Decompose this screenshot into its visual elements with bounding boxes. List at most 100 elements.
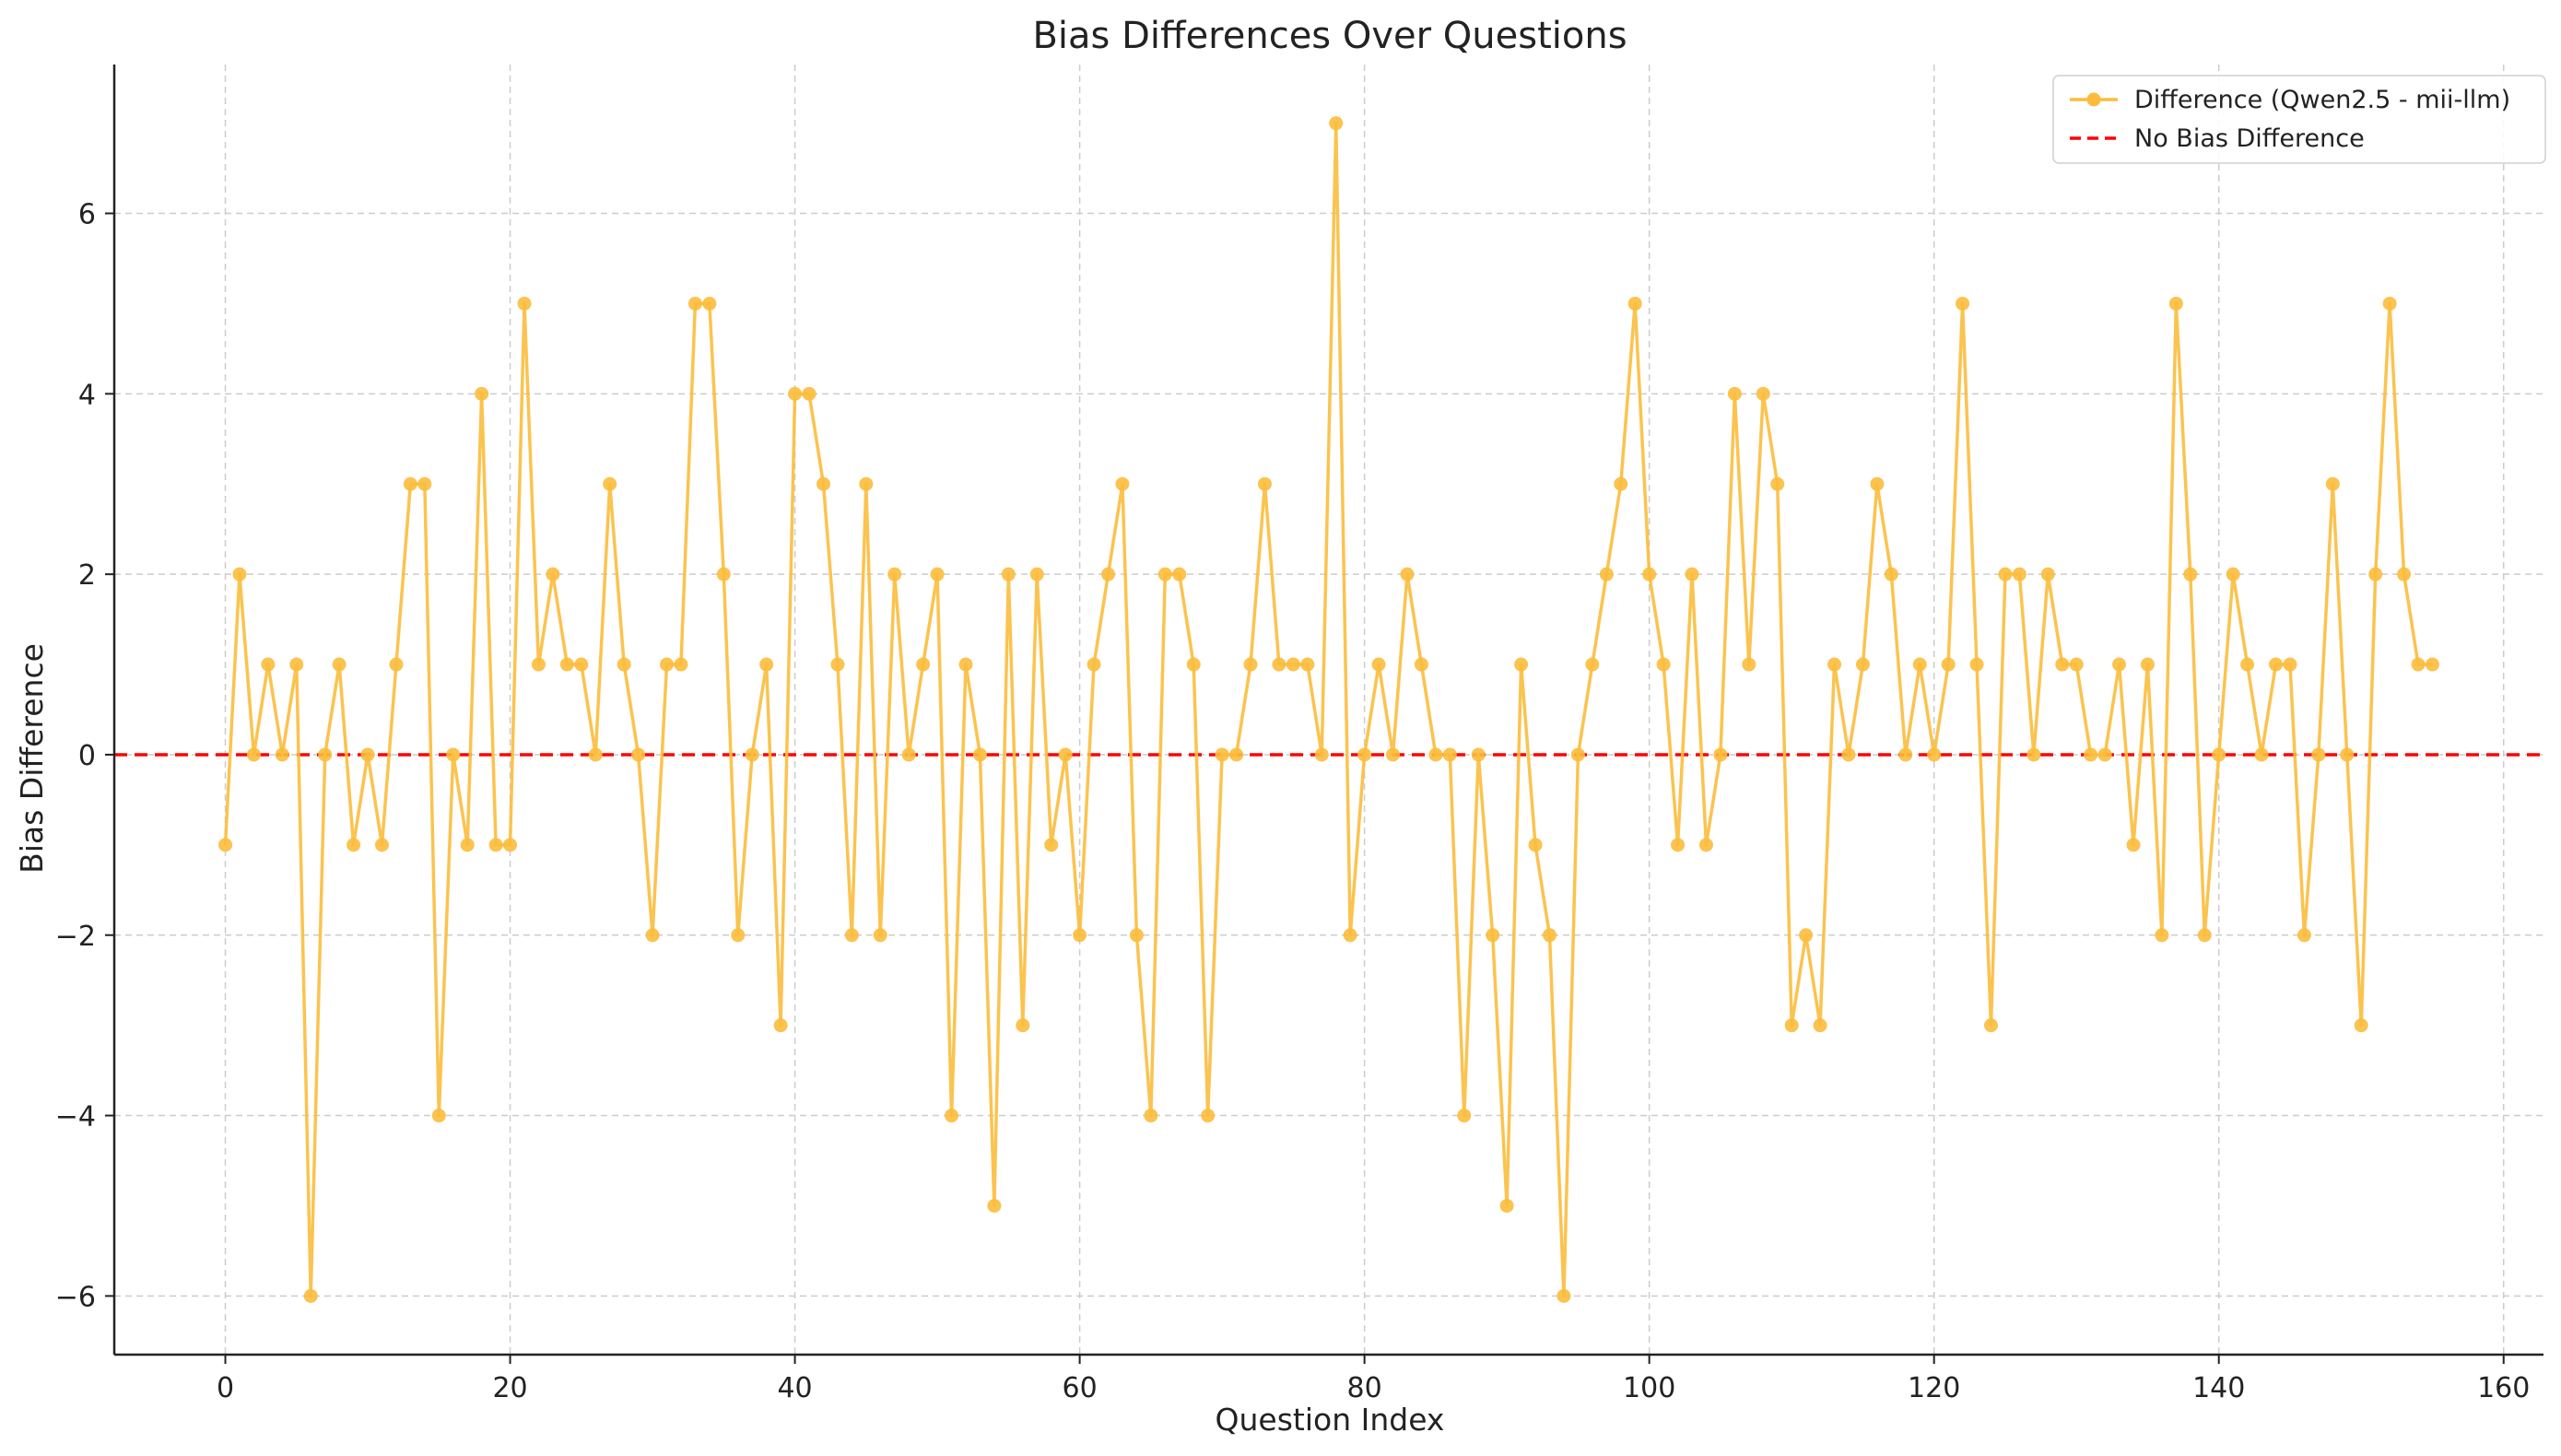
data-point	[2240, 657, 2255, 672]
data-point	[930, 567, 945, 581]
legend-label-no-bias: No Bias Difference	[2134, 124, 2365, 153]
data-point	[1286, 657, 1300, 672]
data-point	[2311, 747, 2326, 762]
data-point	[1343, 928, 1357, 943]
legend-frame	[2052, 75, 2546, 164]
data-point	[1058, 747, 1073, 762]
data-point	[1386, 747, 1401, 762]
data-point	[1144, 1109, 1158, 1123]
data-point	[2425, 657, 2439, 672]
data-point	[1770, 476, 1785, 491]
data-point	[246, 747, 261, 762]
data-point	[1642, 567, 1657, 581]
data-point	[1129, 928, 1144, 943]
data-point	[972, 747, 987, 762]
data-point	[716, 567, 731, 581]
data-point	[559, 657, 574, 672]
data-point	[1671, 838, 1686, 852]
x-tick-label: 120	[1908, 1372, 1960, 1404]
data-point	[1614, 476, 1628, 491]
data-point	[830, 657, 845, 672]
data-point	[1371, 657, 1386, 672]
data-point	[958, 657, 973, 672]
axes	[105, 65, 2543, 1364]
data-point	[2283, 657, 2297, 672]
data-point	[2354, 1018, 2368, 1033]
chart-title: Bias Differences Over Questions	[1032, 15, 1627, 57]
data-point	[1215, 747, 1229, 762]
data-point	[2397, 567, 2412, 581]
data-point	[1557, 1288, 1571, 1303]
y-tick-label: −4	[55, 1101, 96, 1133]
data-point	[1898, 747, 1913, 762]
data-point	[1073, 928, 1087, 943]
x-axis-label: Question Index	[1216, 1402, 1445, 1438]
data-point	[1998, 567, 2013, 581]
data-point	[1727, 386, 1742, 401]
data-point	[687, 296, 702, 311]
data-point	[1969, 657, 1984, 672]
y-tick-label: 6	[78, 199, 96, 231]
x-tick-label: 140	[2192, 1372, 2245, 1404]
data-point	[1229, 747, 1244, 762]
data-point	[1528, 838, 1543, 852]
data-point	[1115, 476, 1130, 491]
data-point	[2340, 747, 2355, 762]
data-point	[2325, 476, 2340, 491]
data-point	[1742, 657, 1756, 672]
data-point	[1698, 838, 1713, 852]
data-point	[374, 838, 389, 852]
data-point	[488, 838, 503, 852]
data-point	[1329, 116, 1344, 131]
x-tick-label: 40	[777, 1372, 812, 1404]
data-point	[2084, 747, 2098, 762]
data-point	[2155, 928, 2169, 943]
data-point	[1784, 1018, 1799, 1033]
data-point	[1087, 657, 1101, 672]
data-point	[588, 747, 603, 762]
data-point	[1016, 1018, 1030, 1033]
data-point	[1357, 747, 1372, 762]
data-point	[460, 838, 475, 852]
data-point	[389, 657, 404, 672]
data-point	[2212, 747, 2226, 762]
data-point	[773, 1018, 788, 1033]
data-point	[1400, 567, 1415, 581]
data-point	[1799, 928, 1814, 943]
data-point	[1186, 657, 1201, 672]
data-point	[1257, 476, 1272, 491]
x-tick-label: 100	[1623, 1372, 1675, 1404]
data-point	[1314, 747, 1329, 762]
data-point	[1627, 296, 1642, 311]
data-point	[475, 386, 489, 401]
data-point	[503, 838, 518, 852]
data-point	[332, 657, 347, 672]
legend: Difference (Qwen2.5 - mii-llm) No Bias D…	[2052, 75, 2546, 164]
data-point	[1486, 928, 1500, 943]
data-point	[2069, 657, 2084, 672]
data-point	[1685, 567, 1699, 581]
tick-labels: 0 20 40 60 80 100 120 140 160 −6 −4 −2 0 2 4 6	[55, 199, 2531, 1404]
data-point	[303, 1288, 318, 1303]
grid	[114, 65, 2543, 1355]
data-point	[2026, 747, 2041, 762]
data-point	[1912, 657, 1927, 672]
data-point	[617, 657, 631, 672]
data-point	[1029, 567, 1044, 581]
data-point	[660, 657, 675, 672]
data-point	[1044, 838, 1059, 852]
data-point	[2055, 657, 2070, 672]
data-point	[2112, 657, 2127, 672]
data-point	[1172, 567, 1187, 581]
x-tick-label: 80	[1347, 1372, 1382, 1404]
data-point	[546, 567, 560, 581]
data-point	[1870, 476, 1885, 491]
data-point	[347, 838, 361, 852]
data-point	[360, 747, 375, 762]
data-point	[674, 657, 688, 672]
data-point	[1983, 1018, 1998, 1033]
data-point	[1001, 567, 1016, 581]
data-point	[1543, 928, 1557, 943]
